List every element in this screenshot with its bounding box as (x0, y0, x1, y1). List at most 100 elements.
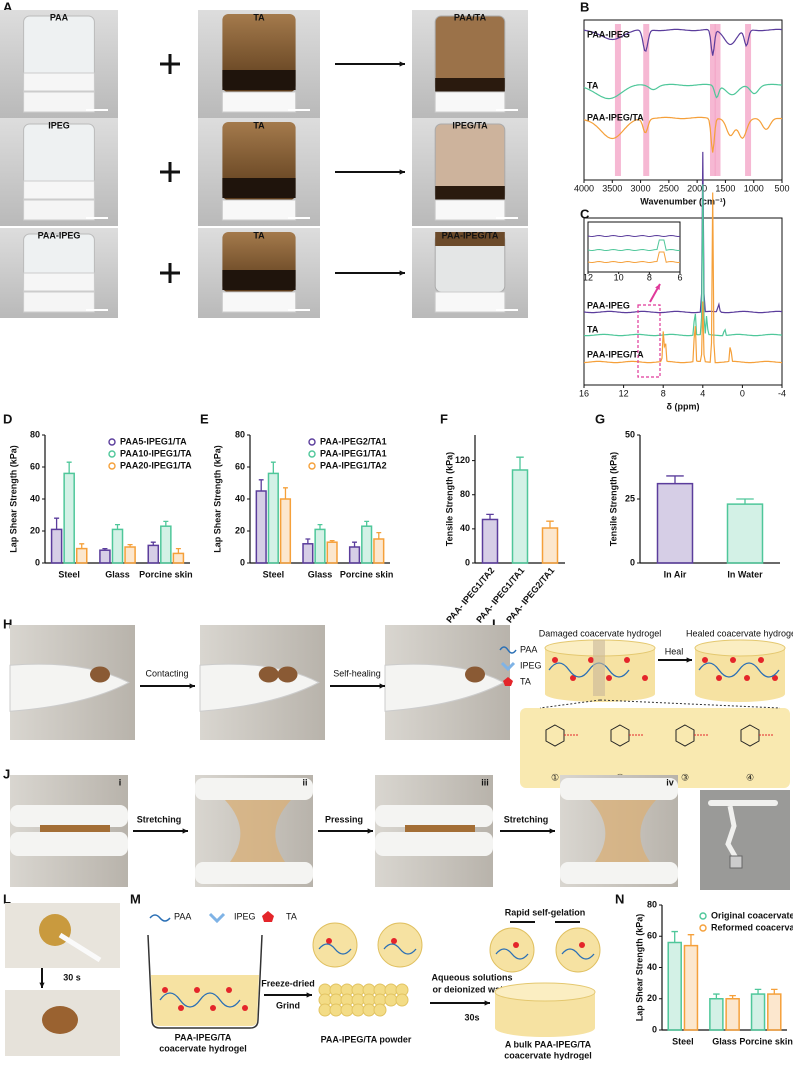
ta-node (194, 987, 200, 993)
y-tick-label: 60 (235, 461, 245, 471)
liquid (222, 178, 296, 198)
legend-marker (699, 912, 707, 920)
legend-icon (149, 914, 171, 922)
y-axis-label: Lap Shear Strength (kPa) (8, 445, 18, 553)
step-label: Contacting (145, 668, 188, 678)
liquid (222, 270, 296, 290)
y-tick-label: 80 (30, 429, 40, 439)
powder-grain (384, 993, 398, 1007)
crack (593, 640, 605, 696)
panel-letter: F (440, 411, 448, 426)
bar (725, 998, 740, 1031)
weight (729, 855, 743, 869)
ta-node (772, 675, 778, 681)
y-tick-label: 40 (30, 493, 40, 503)
glove (560, 778, 678, 800)
step-label: Self-healing (333, 668, 381, 678)
step-label: Stretching (504, 814, 549, 824)
caption: Healed coacervate hydrogel (686, 628, 793, 638)
bar (124, 546, 136, 564)
arrow-head (686, 657, 692, 663)
bulk-bottom (495, 1019, 595, 1037)
bar (111, 528, 124, 564)
error-bar (175, 547, 181, 554)
caption: coacervate hydrogel (159, 1043, 247, 1053)
interaction-number: ① (551, 772, 559, 782)
legend-label: PAA-IPEG1/TA2 (320, 460, 387, 470)
y-tick-label: 0 (630, 557, 635, 567)
vial-label: TA (253, 12, 265, 22)
legend-label: PAA20-IPEG1/TA (120, 460, 192, 470)
y-tick-label: 0 (652, 1024, 657, 1034)
x-tick-label: 16 (579, 388, 589, 398)
stage-label: iv (666, 777, 674, 787)
bar (302, 543, 314, 564)
error-bar (66, 461, 72, 474)
vial-label: IPEG (48, 120, 70, 130)
spatula (58, 932, 102, 963)
inset-trace (587, 239, 681, 251)
bar (172, 552, 185, 564)
polymer (495, 948, 529, 960)
liquid (23, 180, 95, 200)
bar (750, 993, 766, 1031)
y-axis-label: Tensile Strength (kPa) (608, 452, 618, 546)
vial-label: TA (253, 230, 265, 240)
y-tick-label: 50 (625, 429, 635, 439)
trace-label: PAA-IPEG (587, 300, 630, 310)
spectrum-trace (583, 184, 783, 337)
arrow-head (399, 270, 405, 276)
magnified-grain (312, 922, 358, 968)
y-tick-label: 0 (240, 557, 245, 567)
error-bar (666, 475, 684, 484)
molecule (610, 724, 630, 747)
x-tick-label: Steel (672, 1036, 694, 1046)
highlight-band (745, 24, 752, 176)
glove (375, 832, 493, 856)
legend-marker (108, 438, 116, 446)
molecule (740, 724, 760, 747)
trace-label: PAA-IPEG/TA (587, 112, 644, 122)
plus (160, 162, 180, 182)
error-bar (671, 930, 678, 943)
ta-node (242, 1005, 248, 1011)
cap (434, 199, 506, 221)
ta-node (606, 675, 612, 681)
error-bar (114, 523, 121, 530)
highlight-band (714, 24, 721, 176)
glove (10, 805, 128, 827)
ta-node (210, 1005, 216, 1011)
error-bar (713, 993, 720, 999)
legend-marker (308, 462, 316, 470)
x-tick-label: 3000 (631, 183, 651, 193)
glove (195, 862, 313, 884)
y-tick-label: 40 (647, 962, 657, 972)
ta-node (326, 938, 332, 944)
time-label: 30 s (63, 972, 81, 982)
arrow-head (549, 828, 555, 834)
error-bar (352, 541, 357, 547)
error-bar (79, 543, 85, 549)
bar (726, 503, 764, 564)
y-tick-label: 40 (235, 493, 245, 503)
bar (99, 549, 111, 564)
arrow-head (655, 284, 660, 290)
ta-node (744, 675, 750, 681)
arrow-head (189, 683, 195, 689)
polymer (548, 662, 630, 678)
legend-label: PAA5-IPEG1/TA (120, 436, 187, 446)
error-bar (283, 487, 288, 499)
ta-node (730, 657, 736, 663)
error-bar (317, 523, 323, 530)
gel (42, 1006, 78, 1034)
arrow-head (182, 828, 188, 834)
x-tick-label: 4000 (574, 183, 594, 193)
panel-letter: L (3, 891, 11, 906)
bar (314, 528, 326, 564)
bar (481, 518, 499, 564)
error-bar (270, 461, 276, 474)
vial-label: PAA-IPEG/TA (442, 230, 499, 240)
hydrogel (465, 666, 485, 683)
arrow-head (39, 982, 45, 988)
